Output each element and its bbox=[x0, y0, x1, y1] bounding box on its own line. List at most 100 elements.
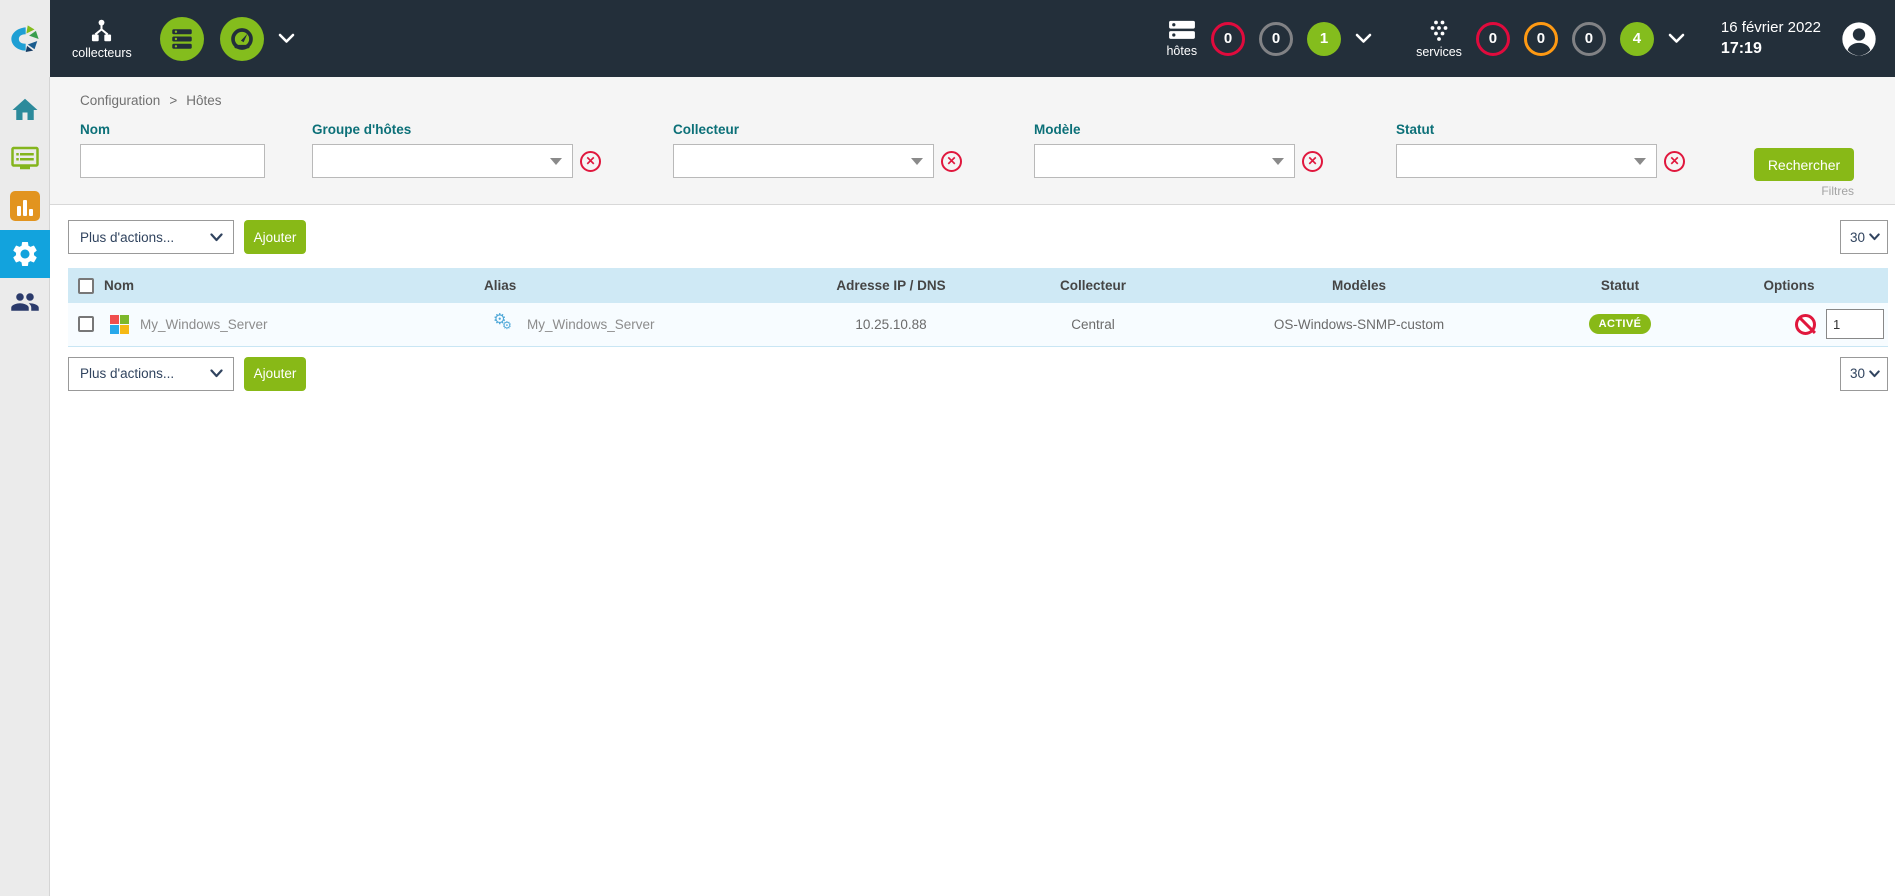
filter-template-clear-icon[interactable]: ✕ bbox=[1302, 150, 1323, 172]
sidebar-item-reporting[interactable] bbox=[0, 182, 50, 230]
filter-row: Nom Groupe d'hôtes ✕ Collecteur ✕ bbox=[80, 122, 1861, 198]
row-checkbox[interactable] bbox=[78, 316, 94, 333]
services-critical-counter[interactable]: 0 bbox=[1475, 21, 1510, 56]
services-warning-counter[interactable]: 0 bbox=[1523, 21, 1558, 56]
left-sidebar bbox=[0, 77, 50, 896]
filter-hostgroup-clear-icon[interactable]: ✕ bbox=[580, 150, 601, 172]
sidebar-item-monitoring[interactable] bbox=[0, 134, 50, 182]
filter-name-label: Nom bbox=[80, 122, 110, 137]
column-header-poller: Collecteur bbox=[1018, 268, 1168, 303]
sidebar-item-home[interactable] bbox=[0, 86, 50, 134]
page-size-value: 30 bbox=[1850, 229, 1866, 245]
current-date: 16 février 2022 bbox=[1720, 18, 1821, 36]
select-all-checkbox[interactable] bbox=[78, 277, 94, 294]
top-header: collecteurs bbox=[0, 0, 1895, 77]
poller-latency-status-button[interactable] bbox=[219, 16, 264, 61]
breadcrumb: Configuration > Hôtes bbox=[80, 93, 1861, 108]
filter-poller-label: Collecteur bbox=[673, 122, 740, 137]
filter-template-select[interactable] bbox=[1034, 144, 1295, 178]
breadcrumb-separator: > bbox=[169, 93, 178, 108]
filters-link[interactable]: Filtres bbox=[1821, 184, 1854, 198]
filter-name-input[interactable] bbox=[80, 144, 265, 178]
column-header-name: Nom bbox=[104, 268, 484, 303]
services-status-menu[interactable]: services bbox=[1416, 18, 1462, 59]
windows-os-icon bbox=[110, 314, 129, 334]
server-stack-icon bbox=[172, 28, 192, 49]
filter-poller-group: Collecteur ✕ bbox=[673, 122, 962, 178]
pollers-menu[interactable]: collecteurs bbox=[72, 18, 132, 60]
filter-template-group: Modèle ✕ bbox=[1034, 122, 1323, 178]
search-group: Rechercher Filtres bbox=[1754, 122, 1854, 198]
hosts-up-counter[interactable]: 1 bbox=[1307, 21, 1342, 56]
filter-hostgroup-group: Groupe d'hôtes ✕ bbox=[312, 122, 601, 178]
pollers-icon bbox=[92, 19, 112, 41]
host-name-link[interactable]: My_Windows_Server bbox=[140, 316, 268, 332]
filter-poller-select[interactable] bbox=[673, 144, 934, 178]
bulk-actions-value: Plus d'actions... bbox=[80, 229, 175, 245]
services-label: services bbox=[1416, 45, 1462, 59]
host-ip: 10.25.10.88 bbox=[764, 303, 1018, 347]
hosts-status-menu[interactable]: hôtes bbox=[1166, 19, 1197, 58]
status-badge: ACTIVÉ bbox=[1588, 314, 1652, 335]
filter-status-clear-icon[interactable]: ✕ bbox=[1664, 150, 1685, 172]
column-header-templates: Modèles bbox=[1168, 268, 1550, 303]
bar-chart-icon bbox=[10, 191, 40, 221]
sidebar-item-administration[interactable] bbox=[0, 278, 50, 326]
chevron-down-icon bbox=[1272, 157, 1284, 165]
bottom-toolbar: Plus d'actions... Ajouter 30 bbox=[50, 347, 1895, 391]
column-header-status: Statut bbox=[1550, 268, 1690, 303]
disable-host-icon[interactable] bbox=[1795, 313, 1816, 335]
main-content: Configuration > Hôtes Nom Groupe d'hôtes… bbox=[50, 77, 1895, 896]
services-unknown-counter[interactable]: 0 bbox=[1571, 21, 1606, 56]
hosts-down-counter[interactable]: 0 bbox=[1211, 21, 1246, 56]
filter-status-label: Statut bbox=[1396, 122, 1435, 137]
table-header-row: Nom Alias Adresse IP / DNS Collecteur Mo… bbox=[68, 268, 1888, 303]
services-ok-counter[interactable]: 4 bbox=[1619, 21, 1654, 56]
gauge-icon bbox=[230, 27, 253, 50]
gears-status-icon: ⚙ ⚙ bbox=[493, 311, 512, 333]
search-button[interactable]: Rechercher bbox=[1754, 148, 1854, 181]
filter-status-select[interactable] bbox=[1396, 144, 1657, 178]
bulk-actions-select[interactable]: Plus d'actions... bbox=[68, 220, 234, 254]
hosts-label: hôtes bbox=[1166, 44, 1198, 58]
chevron-down-icon bbox=[550, 157, 562, 165]
add-host-button-bottom[interactable]: Ajouter bbox=[244, 356, 306, 391]
filter-status-group: Statut ✕ bbox=[1396, 122, 1685, 178]
filter-name-group: Nom bbox=[80, 122, 265, 178]
centreon-logo[interactable] bbox=[0, 0, 50, 77]
hosts-icon bbox=[1168, 20, 1195, 39]
chevron-down-icon bbox=[1634, 157, 1646, 165]
user-avatar-icon bbox=[1842, 21, 1876, 56]
pollers-chevron-down-icon[interactable] bbox=[278, 33, 295, 44]
page-size-select-bottom[interactable]: 30 bbox=[1840, 356, 1888, 391]
topbar: collecteurs bbox=[50, 0, 1895, 77]
gear-icon bbox=[13, 242, 37, 266]
table-row: My_Windows_Server ⚙ ⚙ My_Windows_Server 1… bbox=[68, 303, 1888, 347]
add-host-button[interactable]: Ajouter bbox=[244, 220, 306, 254]
filter-hostgroup-select[interactable] bbox=[312, 144, 573, 178]
filter-poller-clear-icon[interactable]: ✕ bbox=[941, 150, 962, 172]
services-chevron-down-icon[interactable] bbox=[1668, 33, 1685, 44]
host-alias: My_Windows_Server bbox=[527, 316, 655, 332]
chevron-down-icon bbox=[210, 232, 223, 241]
pollers-label: collecteurs bbox=[72, 45, 132, 60]
centreon-logo-icon bbox=[11, 24, 39, 52]
filter-panel: Configuration > Hôtes Nom Groupe d'hôtes… bbox=[50, 77, 1895, 205]
chevron-down-icon bbox=[1869, 369, 1880, 377]
user-menu-button[interactable] bbox=[1839, 19, 1879, 59]
poller-stack-status-button[interactable] bbox=[159, 16, 204, 61]
bulk-actions-select-bottom[interactable]: Plus d'actions... bbox=[68, 356, 234, 391]
services-icon bbox=[1430, 20, 1448, 41]
bulk-actions-value-bottom: Plus d'actions... bbox=[80, 366, 175, 381]
breadcrumb-hosts[interactable]: Hôtes bbox=[186, 93, 222, 108]
page-size-select[interactable]: 30 bbox=[1840, 220, 1888, 254]
hosts-unreachable-counter[interactable]: 0 bbox=[1259, 21, 1294, 56]
clock: 16 février 2022 17:19 bbox=[1721, 18, 1821, 60]
host-order-input[interactable] bbox=[1826, 309, 1884, 340]
breadcrumb-configuration[interactable]: Configuration bbox=[80, 93, 161, 108]
filter-template-label: Modèle bbox=[1034, 122, 1081, 137]
column-header-alias: Alias bbox=[484, 268, 764, 303]
sidebar-item-configuration[interactable] bbox=[0, 230, 50, 278]
chevron-down-icon bbox=[210, 369, 223, 378]
hosts-chevron-down-icon[interactable] bbox=[1355, 33, 1372, 44]
